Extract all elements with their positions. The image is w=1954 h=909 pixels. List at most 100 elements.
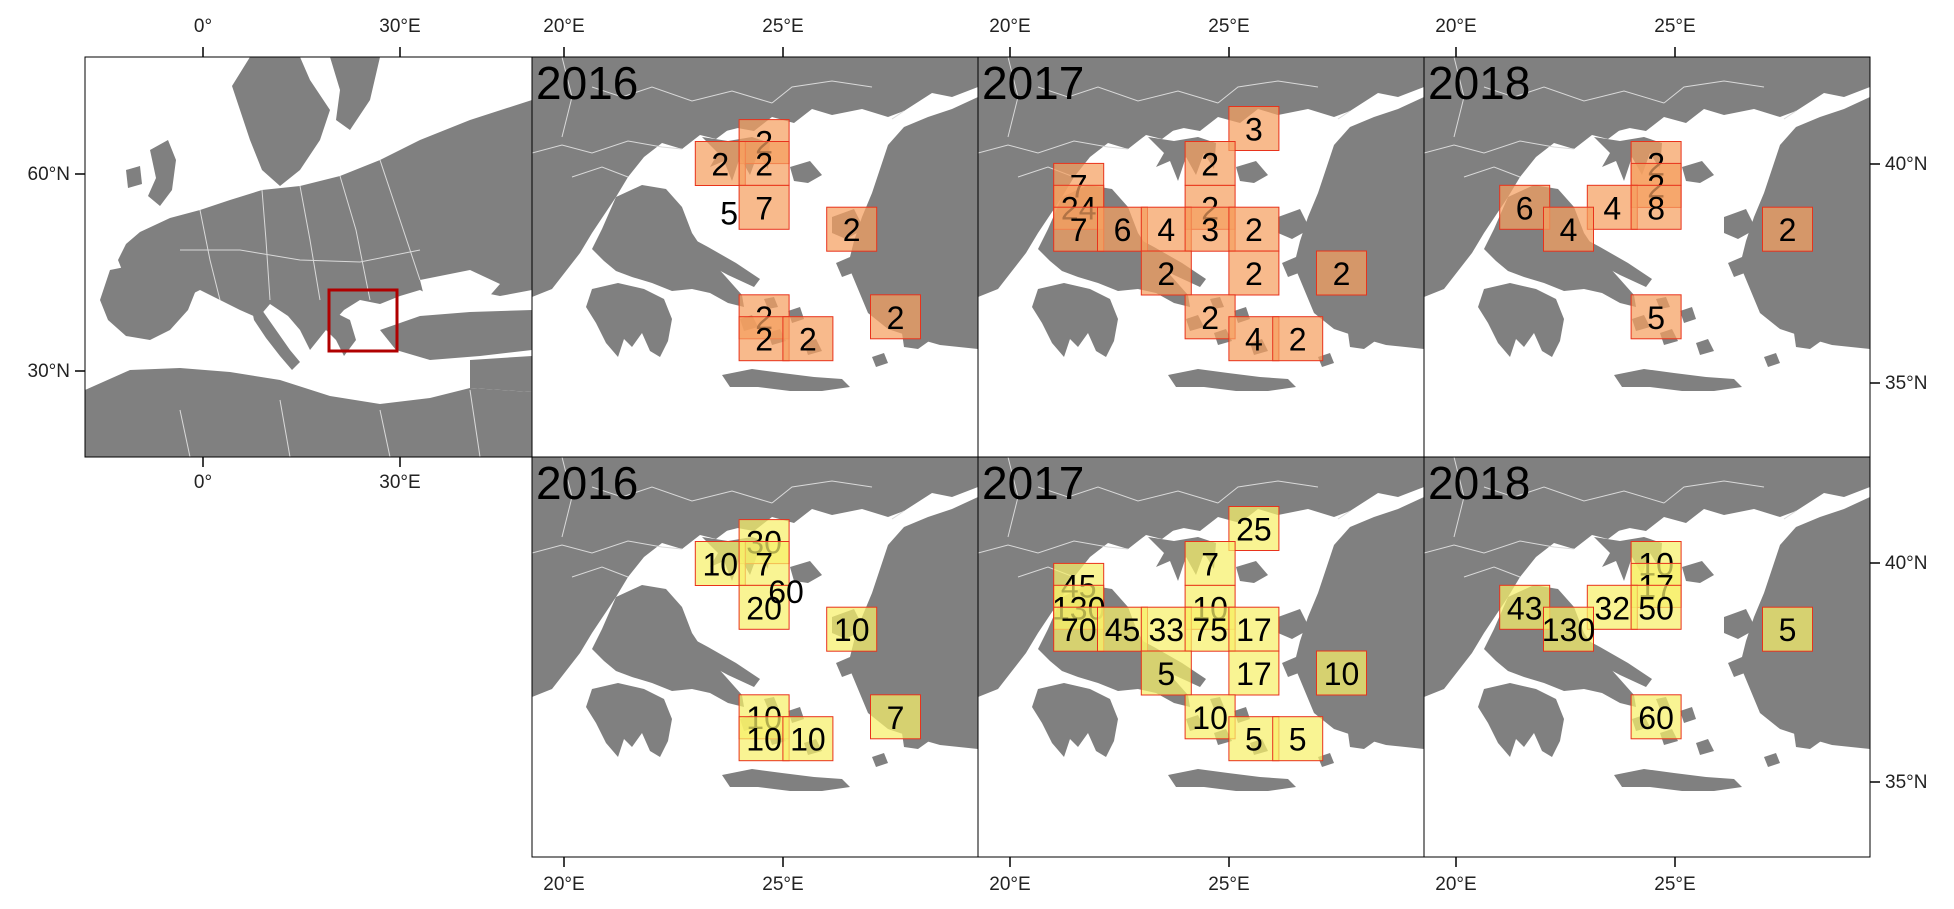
panel-top-2016: 22272222252016: [531, 56, 979, 458]
panel-frame: [1423, 456, 1871, 858]
overview-bottom-tick-30e: 30°E: [379, 472, 420, 493]
overview-bottom-tick-0: 0°: [194, 472, 212, 493]
grid-cell: [1228, 716, 1280, 762]
grid-cell-label: 4: [1245, 322, 1263, 358]
greece-highlight-box: [327, 288, 399, 353]
grid-cell-label: 2: [711, 147, 729, 183]
grid-cell: [1499, 584, 1551, 630]
grid-cell: [1586, 184, 1638, 230]
grid-cell: [1140, 606, 1192, 652]
top-tick-25e-c: 25°E: [1654, 16, 1695, 37]
grid-cell: [1053, 606, 1105, 652]
greece-panels: 2227222225201632724276432222242201722648…: [531, 56, 1871, 858]
grid-cell: [1630, 184, 1682, 230]
grid-cell-label: 2: [1333, 256, 1351, 292]
top-tick-25e-a: 25°E: [762, 16, 803, 37]
grid-cell: [1762, 606, 1813, 652]
grid-cell: [1316, 250, 1367, 296]
grid-cell-label: 7: [1201, 547, 1219, 583]
right-tick-40n-bottom: 40°N: [1885, 553, 1927, 574]
grid-cell: [1184, 141, 1236, 186]
grid-cell-label: 2: [887, 300, 905, 336]
grid-cell-label: 7: [755, 190, 773, 226]
grid-cell-label: 4: [1603, 190, 1621, 226]
grid-cell: [1228, 506, 1280, 551]
grid-cell: [1228, 106, 1280, 151]
grid-cell: [694, 141, 746, 186]
right-tick-35n-bottom: 35°N: [1885, 772, 1927, 793]
grid-cell: [782, 316, 834, 362]
panel-year-label: 2017: [982, 57, 1084, 109]
grid-cell-label: 17: [1236, 656, 1272, 692]
grid-cell-label: 45: [1105, 612, 1141, 648]
grid-cell-label: 2: [1201, 147, 1219, 183]
grid-cell: [738, 716, 790, 762]
grid-cell: [826, 606, 878, 652]
grid-cell-label: 50: [1638, 590, 1674, 626]
panel-year-label: 2016: [536, 57, 638, 109]
grid-cell-label: 5: [1245, 722, 1263, 758]
panel-year-label: 2018: [1428, 457, 1530, 509]
right-tick-35n-top: 35°N: [1885, 373, 1927, 394]
grid-cell-label: 33: [1149, 612, 1185, 648]
bottom-longitude-axis: 20°E 25°E 20°E 25°E 20°E 25°E: [543, 857, 1696, 895]
grid-cell-label: 4: [1560, 212, 1578, 248]
grid-cell: [1228, 250, 1280, 296]
grid-cell-label: 2: [843, 212, 861, 248]
panel-bottom-2017: 257451301070453375171751010552017: [977, 456, 1425, 858]
grid-cell-label: 2: [1245, 212, 1263, 248]
overview-map: 0° 30°E 0° 30°E 60°N 30°N: [28, 16, 533, 493]
panel-bottom-2018: 10174332501305602018: [1423, 456, 1871, 858]
grid-cell-label: 3: [1245, 112, 1263, 148]
grid-cell: [1543, 606, 1594, 652]
right-latitude-axis: 40°N 35°N 40°N 35°N: [1870, 154, 1927, 793]
grid-cell-label: 2: [799, 322, 817, 358]
grid-cell: [1184, 541, 1236, 586]
grid-cell-label: 6: [1114, 212, 1132, 248]
bottom-tick-20e-b: 20°E: [989, 874, 1030, 895]
grid-cell-label: 10: [746, 722, 782, 758]
grid-cell-label: 10: [834, 612, 870, 648]
grid-cell-label: 17: [1236, 612, 1272, 648]
grid-cell: [1316, 650, 1367, 696]
grid-cell: [1140, 650, 1192, 696]
bottom-tick-25e-a: 25°E: [762, 874, 803, 895]
grid-cell-label: 70: [1061, 612, 1097, 648]
panel-top-2017: 327242764322222422017: [977, 56, 1425, 458]
grid-cell-label: 10: [703, 547, 739, 583]
panel-year-label: 2017: [982, 457, 1084, 509]
top-tick-20e-a: 20°E: [543, 16, 584, 37]
panel-year-label: 2016: [536, 457, 638, 509]
top-tick-25e-b: 25°E: [1208, 16, 1249, 37]
overview-top-tick-0: 0°: [194, 16, 212, 37]
top-tick-20e-b: 20°E: [989, 16, 1030, 37]
grid-cell: [1630, 584, 1682, 630]
grid-cell: [1586, 584, 1638, 630]
free-count-label: 5: [720, 196, 738, 232]
grid-cell-label: 5: [1157, 656, 1175, 692]
grid-cell: [1228, 650, 1280, 696]
grid-cell: [1228, 206, 1280, 252]
free-count-label: 60: [768, 574, 804, 610]
grid-cell: [1272, 316, 1324, 362]
grid-cell-label: 10: [790, 722, 826, 758]
grid-cell: [1097, 606, 1148, 652]
overview-left-tick-60n: 60°N: [28, 164, 70, 185]
grid-cell: [1630, 694, 1682, 740]
grid-cell-label: 75: [1192, 612, 1228, 648]
grid-cell-label: 25: [1236, 512, 1272, 548]
grid-cell: [738, 584, 790, 630]
panel-bottom-2016: 3010720101010107602016: [531, 456, 979, 858]
grid-cell: [1053, 206, 1105, 252]
grid-cell-label: 2: [1245, 256, 1263, 292]
grid-cell: [738, 184, 790, 230]
grid-cell-label: 7: [887, 700, 905, 736]
bottom-tick-20e-a: 20°E: [543, 874, 584, 895]
grid-cell: [1543, 206, 1594, 252]
grid-cell-label: 7: [755, 547, 773, 583]
overview-top-tick-30e: 30°E: [379, 16, 420, 37]
panel-year-label: 2018: [1428, 57, 1530, 109]
grid-cell-label: 43: [1507, 590, 1543, 626]
grid-cell-label: 130: [1542, 612, 1595, 648]
